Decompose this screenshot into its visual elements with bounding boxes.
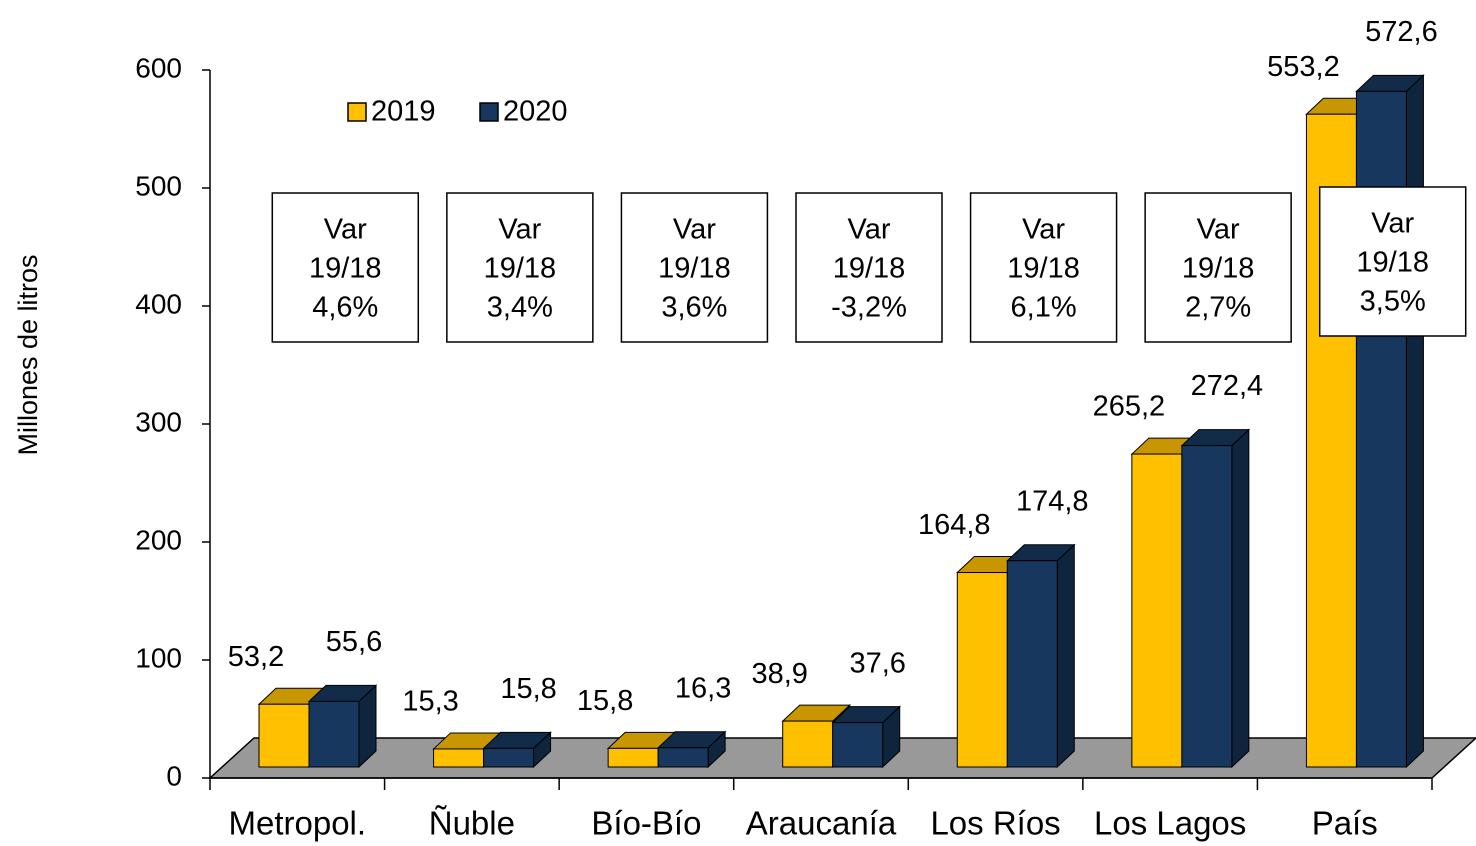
y-tick-label: 300 — [135, 406, 182, 437]
value-label: 15,8 — [577, 685, 633, 717]
value-label: 53,2 — [228, 641, 284, 673]
legend-swatch — [479, 102, 499, 122]
x-tick-label: Los Ríos — [930, 805, 1060, 842]
x-tick-label: País — [1312, 805, 1378, 842]
y-tick-label: 600 — [135, 52, 182, 83]
bar — [433, 748, 485, 768]
value-label: 37,6 — [849, 647, 905, 679]
annotation-text: Var — [1022, 214, 1065, 246]
annotation-text: Var — [498, 214, 541, 246]
annotation-text: 6,1% — [1011, 292, 1077, 324]
bar — [1006, 560, 1058, 768]
bar — [258, 703, 310, 768]
annotation-text: 19/18 — [1007, 253, 1080, 285]
y-tick-label: 0 — [166, 760, 182, 791]
annotation-text: 19/18 — [658, 253, 731, 285]
annotation-box — [271, 192, 420, 343]
y-tick-label: 100 — [135, 642, 182, 673]
annotation-text: Var — [1197, 214, 1240, 246]
value-label: 15,8 — [500, 673, 556, 705]
annotation-text: 2,7% — [1185, 292, 1251, 324]
annotation-text: 19/18 — [1182, 253, 1255, 285]
value-label: 55,6 — [326, 626, 382, 658]
bar — [607, 747, 659, 768]
annotation-text: Var — [324, 214, 367, 246]
value-label: 572,6 — [1365, 16, 1438, 48]
legend-swatch — [347, 102, 367, 122]
value-label: 174,8 — [1016, 485, 1089, 517]
annotation-text: 4,6% — [312, 292, 378, 324]
annotation-text: 19/18 — [833, 253, 906, 285]
annotation-box — [446, 192, 594, 343]
x-tick-label: Los Lagos — [1094, 805, 1246, 842]
bar-side — [1056, 543, 1075, 769]
annotation-text: 3,6% — [661, 292, 727, 324]
bar-side — [1405, 74, 1424, 769]
annotation-text: 3,5% — [1360, 286, 1426, 318]
x-tick-label: Bío-Bío — [591, 805, 701, 842]
annotation-text: Var — [1371, 208, 1414, 240]
bar — [956, 572, 1008, 768]
annotation-text: Var — [673, 214, 716, 246]
bar — [657, 747, 709, 768]
legend-label: 2020 — [503, 96, 568, 128]
value-label: 164,8 — [918, 509, 991, 541]
legend-label: 2019 — [371, 96, 436, 128]
value-label: 272,4 — [1191, 370, 1264, 402]
y-tick-label: 500 — [135, 170, 182, 201]
annotation-text: 19/18 — [484, 253, 557, 285]
annotation-text: 19/18 — [309, 253, 382, 285]
y-tick-label: 200 — [135, 524, 182, 555]
annotation-box — [620, 192, 769, 343]
bar — [1131, 453, 1183, 768]
annotation-text: 3,4% — [487, 292, 553, 324]
bar — [1181, 445, 1233, 768]
x-tick-label: Metropol. — [229, 805, 367, 842]
value-label: 553,2 — [1267, 51, 1340, 83]
bar — [483, 747, 535, 768]
value-label: 15,3 — [402, 686, 458, 718]
annotation-box — [1144, 192, 1292, 343]
annotation-text: Var — [848, 214, 891, 246]
annotation-box — [969, 192, 1118, 343]
y-axis-title: Millones de litros — [13, 254, 43, 455]
x-tick-label: Ñuble — [429, 805, 515, 842]
value-label: 16,3 — [675, 672, 731, 704]
value-label: 38,9 — [751, 658, 807, 690]
y-tick-label: 400 — [135, 288, 182, 319]
bar — [308, 700, 360, 768]
annotation-box — [1318, 186, 1467, 337]
bar — [832, 722, 884, 768]
bar-side — [1231, 428, 1250, 769]
x-tick-label: Araucanía — [746, 805, 897, 842]
annotation-text: -3,2% — [831, 292, 907, 324]
bar — [782, 720, 834, 768]
annotation-text: 19/18 — [1356, 247, 1429, 279]
value-label: 265,2 — [1093, 391, 1166, 423]
annotation-box — [795, 192, 943, 343]
